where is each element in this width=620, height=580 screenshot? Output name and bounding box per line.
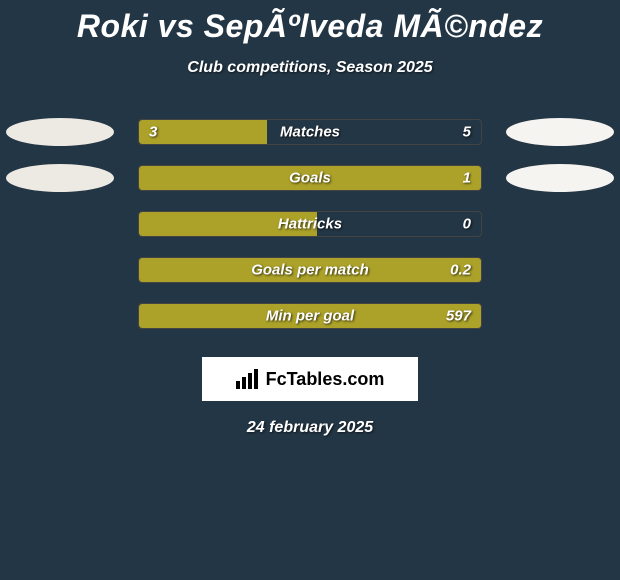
stat-bar: Goals per match0.2: [138, 257, 482, 283]
stat-bar: Min per goal597: [138, 303, 482, 329]
stat-bar-fill: [139, 212, 317, 236]
footer-date: 24 february 2025: [0, 419, 620, 437]
stat-bar: Hattricks0: [138, 211, 482, 237]
stat-bar-fill: [139, 304, 481, 328]
stat-right-value: 5: [463, 124, 471, 141]
stat-bar-fill: [139, 258, 481, 282]
stat-right-value: 0.2: [450, 262, 471, 279]
stat-right-value: 1: [463, 170, 471, 187]
comparison-row: Goals per match0.2: [0, 247, 620, 293]
comparison-row: Min per goal597: [0, 293, 620, 339]
player-badge-right: [506, 118, 614, 146]
stat-bar: Goals1: [138, 165, 482, 191]
subtitle: Club competitions, Season 2025: [0, 59, 620, 77]
comparison-row: 3Matches5: [0, 109, 620, 155]
brand-badge: FcTables.com: [202, 357, 418, 401]
stat-right-value: 597: [446, 308, 471, 325]
player-badge-left: [6, 118, 114, 146]
stat-left-value: 3: [149, 124, 157, 141]
player-badge-right: [506, 164, 614, 192]
stat-bar-fill: [139, 166, 481, 190]
stat-bar: 3Matches5: [138, 119, 482, 145]
comparison-rows: 3Matches5 Goals1 Hattricks0 Goals per match…: [0, 109, 620, 339]
page-title: Roki vs SepÃºlveda MÃ©ndez: [0, 0, 620, 45]
brand-text: FcTables.com: [266, 369, 385, 390]
brand-bars-icon: [236, 369, 262, 389]
comparison-row: Goals1: [0, 155, 620, 201]
player-badge-left: [6, 164, 114, 192]
comparison-row: Hattricks0: [0, 201, 620, 247]
stat-bar-fill: [139, 120, 267, 144]
stat-right-value: 0: [463, 216, 471, 233]
